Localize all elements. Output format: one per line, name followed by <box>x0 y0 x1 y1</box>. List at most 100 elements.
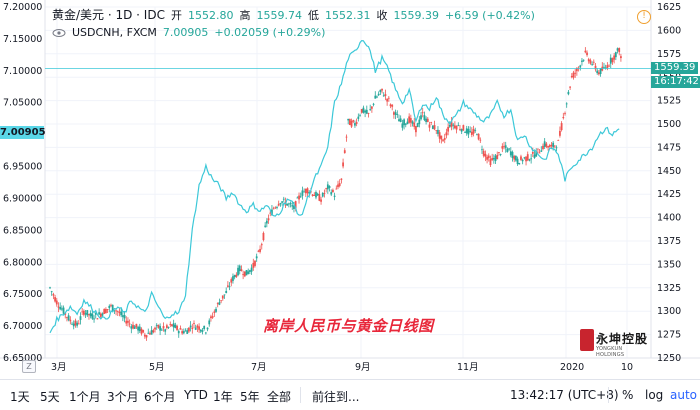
range-5y-button[interactable]: 5年 <box>240 390 260 404</box>
gold-candle <box>203 325 206 330</box>
gold-candle <box>518 163 521 165</box>
gold-candle <box>255 256 258 259</box>
gold-candle <box>215 308 217 312</box>
gold-candle <box>501 146 504 149</box>
range-3m-button[interactable]: 3个月 <box>107 390 139 404</box>
gold-candle <box>393 112 395 115</box>
gold-candle <box>277 203 280 206</box>
left-tick-label: 7.15000 <box>3 34 42 45</box>
percent-scale-toggle[interactable]: % <box>622 388 634 402</box>
chart-canvas[interactable]: 7.200007.150007.100007.050007.000006.950… <box>0 0 700 379</box>
gold-candle <box>176 325 178 330</box>
gold-candle <box>416 123 419 128</box>
legend-compare-row: USDCNH, FXCM 7.00905 +0.02059 (+0.29%) <box>52 24 535 41</box>
gold-candle <box>257 250 260 252</box>
high-value: 1559.74 <box>256 9 302 22</box>
gold-candle <box>391 104 394 107</box>
gold-candle <box>88 314 90 316</box>
range-all-button[interactable]: 全部 <box>267 390 292 404</box>
gold-candle <box>559 130 561 136</box>
gold-candle <box>116 310 119 312</box>
gold-candle <box>386 98 389 102</box>
gold-candle <box>455 126 458 130</box>
right-tick-label: 1450 <box>657 166 681 177</box>
gold-candle <box>184 330 187 332</box>
left-tick-label: 7.05000 <box>3 98 42 109</box>
gold-candle <box>121 315 124 317</box>
gold-candle <box>221 295 224 299</box>
gold-candle <box>594 65 597 70</box>
gold-candle <box>450 121 453 127</box>
clock-display[interactable]: 13:42:17 (UTC+8) <box>510 388 619 402</box>
gold-candle <box>528 159 531 161</box>
gold-candle <box>133 326 136 329</box>
left-tick-label: 7.10000 <box>3 66 42 77</box>
zoom-reset-button[interactable]: Z <box>22 360 36 373</box>
gold-candle <box>609 57 612 64</box>
gold-candle <box>325 188 328 190</box>
gold-candle <box>459 128 461 130</box>
gold-candle <box>379 89 382 93</box>
usdcnh-line-series <box>49 39 620 334</box>
gold-candle <box>125 320 128 324</box>
range-1d-button[interactable]: 1天 <box>10 390 30 404</box>
eye-icon[interactable] <box>52 28 66 38</box>
range-1m-button[interactable]: 1个月 <box>69 390 101 404</box>
gold-candle <box>508 148 511 150</box>
range-5d-button[interactable]: 5天 <box>40 390 60 404</box>
compare-symbol[interactable]: USDCNH, FXCM <box>72 26 157 39</box>
gold-candle <box>274 207 277 209</box>
left-price-tag: 7.00905 <box>0 126 46 139</box>
goto-date-button[interactable]: 前往到... <box>312 390 360 404</box>
gold-candle <box>132 324 134 329</box>
gold-candle <box>69 319 72 322</box>
gold-candle <box>208 320 211 325</box>
gold-candle <box>303 191 306 193</box>
gold-candle <box>259 249 261 252</box>
alert-icon[interactable]: ! <box>637 10 651 24</box>
chart-overlay-title: 离岸人民币与黄金日线图 <box>263 317 434 335</box>
gold-candle <box>232 276 234 281</box>
gold-candle <box>372 103 375 105</box>
gold-candle <box>211 316 214 318</box>
gold-candle <box>592 61 595 63</box>
gold-candle <box>105 309 107 314</box>
gold-candle <box>364 110 367 113</box>
gold-candle <box>155 324 158 326</box>
gold-candle <box>387 97 390 99</box>
gold-candle <box>418 119 421 125</box>
gold-candle <box>348 119 351 126</box>
log-scale-toggle[interactable]: log <box>645 388 664 402</box>
gold-candle <box>479 139 482 141</box>
gold-candle <box>357 116 360 119</box>
gold-candle <box>59 306 62 310</box>
auto-scale-toggle[interactable]: auto <box>670 388 698 402</box>
high-label: 高 <box>239 9 251 22</box>
gold-candle <box>581 60 583 62</box>
gold-candle <box>318 194 321 201</box>
gold-candle <box>282 198 285 200</box>
gold-candle <box>452 124 455 126</box>
gold-candle <box>293 205 295 210</box>
logo-cn-text: 永坤控股 <box>596 332 649 346</box>
gold-candle <box>531 151 534 154</box>
gold-candle <box>50 291 53 293</box>
gold-candle <box>188 327 190 332</box>
symbol-label[interactable]: 黄金/美元 · 1D · IDC <box>52 8 165 22</box>
gold-candle <box>370 106 373 109</box>
gold-candle <box>525 156 527 162</box>
gold-candle <box>440 135 443 140</box>
gold-candle <box>462 125 465 131</box>
gold-candle <box>130 326 133 329</box>
gold-candle <box>189 325 192 328</box>
bottom-toolbar: 1天 5天 1个月 3个月 6个月 YTD 1年 5年 全部 前往到... 13… <box>0 379 700 410</box>
range-1y-button[interactable]: 1年 <box>213 390 233 404</box>
gold-candle <box>362 107 365 113</box>
range-6m-button[interactable]: 6个月 <box>144 390 176 404</box>
gold-candle <box>96 318 99 320</box>
gold-candle <box>343 150 346 153</box>
range-ytd-button[interactable]: YTD <box>184 388 208 402</box>
gold-candle <box>264 225 267 227</box>
gold-candle <box>477 133 480 140</box>
gold-candle <box>491 158 494 160</box>
